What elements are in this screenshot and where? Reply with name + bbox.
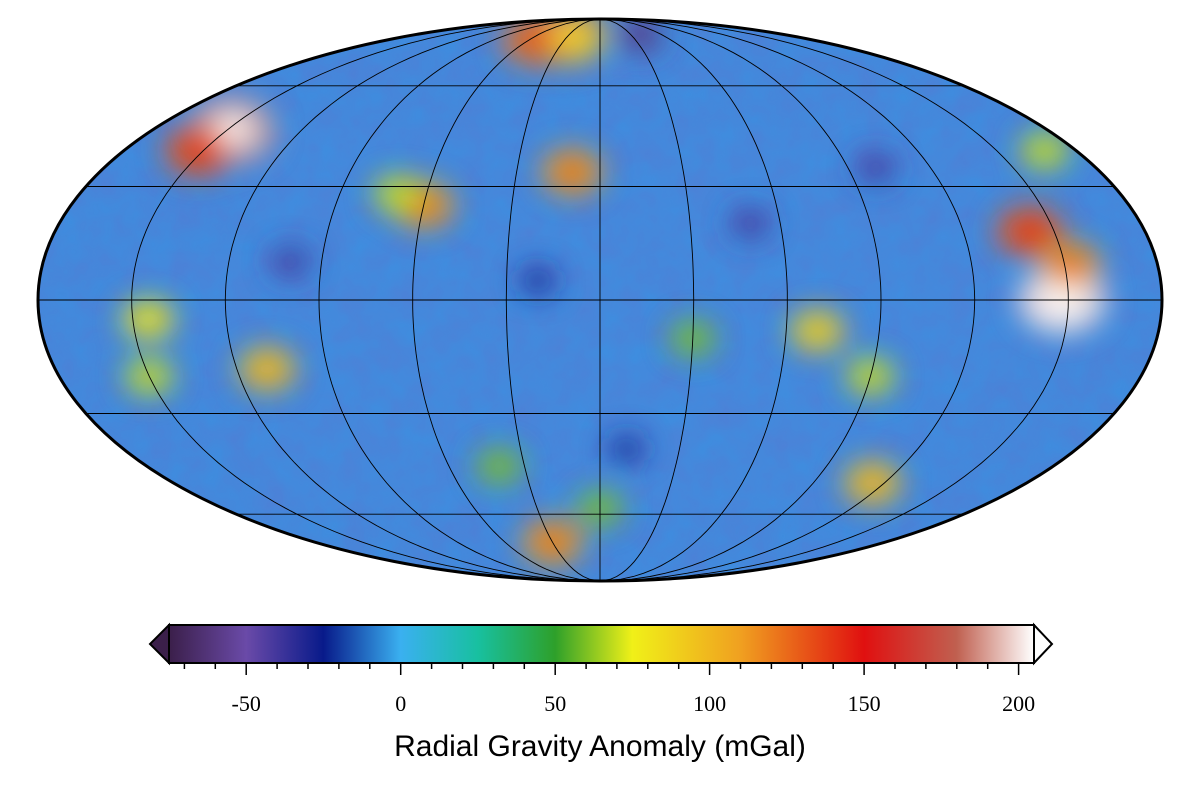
colorbar: -50 0 50 100 150 200 Radial Gravity Anomaly (… <box>0 600 1200 786</box>
colorbar-max-extension <box>1033 622 1054 666</box>
colorbar-graphic: -50 0 50 100 150 200 <box>148 622 1054 716</box>
anomaly-core-14 <box>559 161 585 183</box>
colorbar-title: Radial Gravity Anomaly (mGal) <box>394 730 806 763</box>
map-outline <box>36 17 1164 583</box>
anomaly-blob-9 <box>122 299 174 339</box>
anomaly-blob-27 <box>608 435 645 463</box>
anomaly-blob-22 <box>1020 132 1069 170</box>
anomaly-blob-13 <box>373 175 422 213</box>
anomaly-blob-21 <box>477 449 522 484</box>
anomaly-blob-19 <box>843 461 902 505</box>
anomaly-blob-25 <box>520 267 556 295</box>
anomaly-blob-24 <box>856 153 896 184</box>
colorbar-tick-label: 100 <box>693 691 726 716</box>
colorbar-min-extension <box>148 622 170 666</box>
colorbar-tick-label: 50 <box>544 691 566 716</box>
anomaly-core-7 <box>1015 219 1044 243</box>
anomaly-blob-23 <box>271 246 310 277</box>
colorbar-tick-label: 150 <box>848 691 881 716</box>
colorbar-ticks: -50 0 50 100 150 200 <box>183 663 1035 716</box>
anomaly-blob-5 <box>618 19 664 52</box>
anomaly-core-3 <box>520 29 548 52</box>
colorbar-gradient <box>168 624 1035 664</box>
colorbar-tick-label: 0 <box>395 691 406 716</box>
colorbar-tick-label: 200 <box>1002 691 1035 716</box>
colorbar-tick-label: -50 <box>232 691 261 716</box>
mollweide-projection <box>36 17 1164 583</box>
gravity-map <box>36 17 1164 583</box>
graticule <box>38 19 1162 581</box>
anomaly-core-8 <box>1058 255 1084 276</box>
anomaly-blob-26 <box>731 208 770 239</box>
anomaly-blob-4 <box>550 19 605 60</box>
anomaly-blob-11 <box>238 346 296 391</box>
anomaly-core-1 <box>183 139 212 163</box>
anomaly-blob-16 <box>790 310 845 352</box>
